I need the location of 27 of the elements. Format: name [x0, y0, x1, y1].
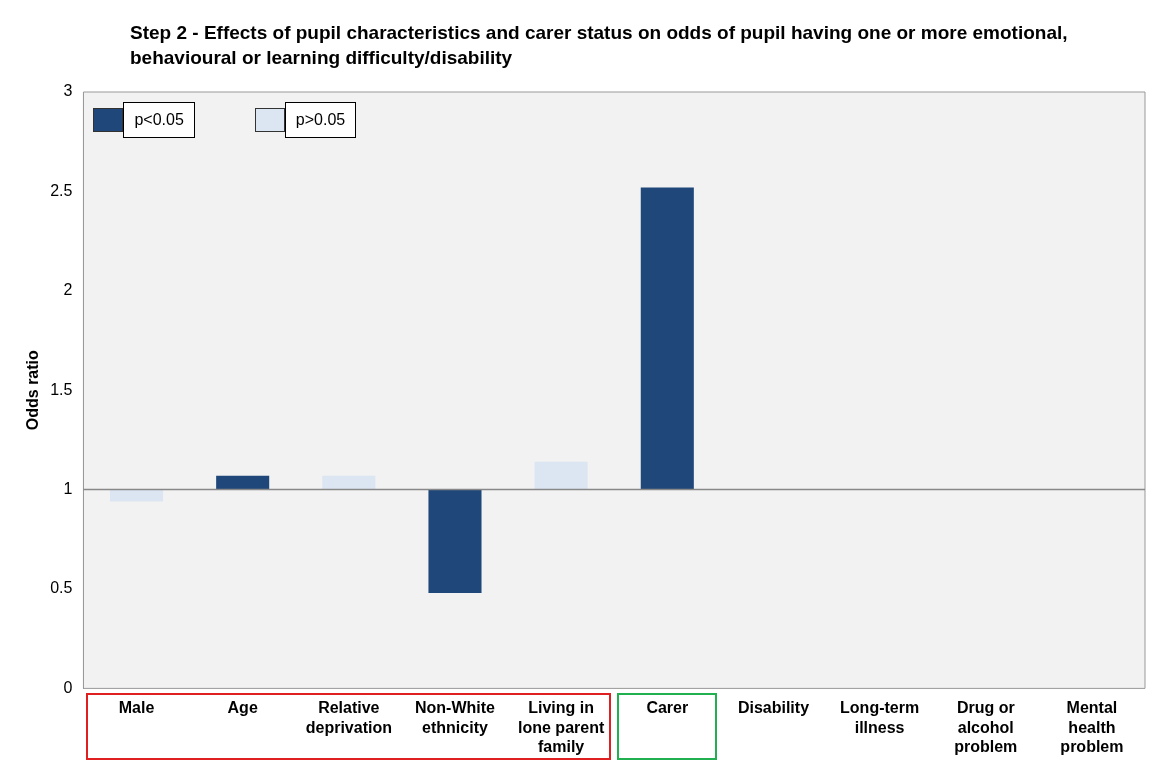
- x-tick-label: Non-White ethnicity: [415, 699, 496, 736]
- bar: [216, 475, 270, 490]
- x-tick-label: Male: [118, 699, 155, 717]
- x-tick-label: Carer: [646, 699, 689, 717]
- y-tick-label: 1.5: [50, 380, 73, 398]
- bar: [109, 489, 164, 502]
- y-tick-label: 1: [63, 480, 73, 498]
- chart-title: Step 2 - Effects of pupil characteristics and carer status on odds of pupil having one or more emotional, behavioural or learning difficulty/disability: [130, 21, 1069, 70]
- y-tick-label: 3: [63, 82, 73, 100]
- x-tick-label: Drug or alcohol problem: [954, 699, 1018, 755]
- x-tick-label: Long-term illness: [840, 699, 920, 736]
- legend-label: p<0.05: [123, 102, 195, 138]
- bar: [640, 187, 694, 490]
- bar: [322, 475, 376, 490]
- x-tick-label: Mental health problem: [1060, 699, 1124, 755]
- y-tick-label: 0.5: [50, 579, 73, 597]
- y-tick-label: 2.5: [50, 181, 73, 199]
- legend-label: p>0.05: [284, 102, 357, 138]
- x-tick-label: Living in lone parent family: [518, 699, 605, 755]
- y-tick-label: 2: [63, 281, 73, 299]
- x-tick-label: Disability: [737, 699, 810, 717]
- y-tick-label: 0: [63, 678, 73, 696]
- y-axis-title: Odds ratio: [24, 349, 42, 431]
- x-tick-label: Relative deprivation: [305, 699, 392, 736]
- bar: [534, 461, 588, 490]
- bar: [428, 489, 482, 593]
- x-tick-label: Age: [227, 699, 258, 717]
